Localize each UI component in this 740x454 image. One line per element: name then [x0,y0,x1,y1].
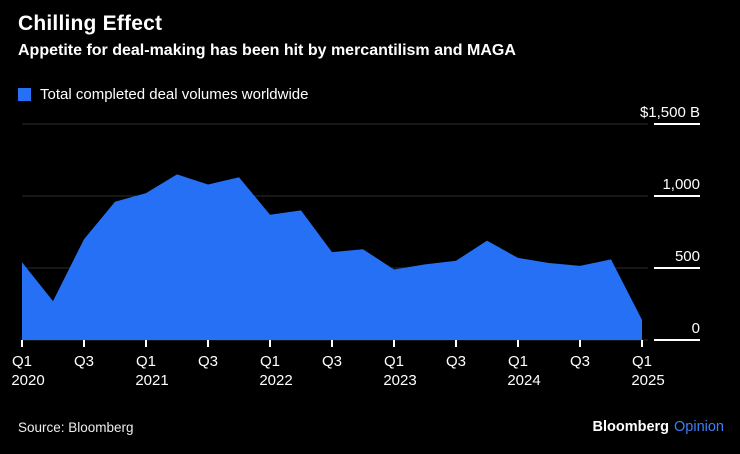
x-tick-label: Q3 [198,353,218,370]
area-series [22,174,642,340]
x-tick-label: Q3 [446,353,466,370]
chart-subtitle: Appetite for deal-making has been hit by… [18,42,516,59]
area-chart: $1,500 B 1,000 500 0 Q1 2020 Q3 Q1 2021 Q3 Q1 2022 Q… [11,104,700,389]
brand-logo: Bloomberg Opinion [592,419,724,435]
legend-swatch-icon [18,88,31,101]
x-tick-label: Q3 [570,353,590,370]
x-tick-label: Q3 [322,353,342,370]
x-tick-label: Q1 [12,353,32,370]
chart-footer: Source: Bloomberg Bloomberg Opinion [0,419,740,435]
x-year-label: 2020 [11,372,44,389]
x-year-label: 2024 [507,372,540,389]
y-tick-label: 1,000 [662,176,700,193]
x-tick-label: Q1 [384,353,404,370]
x-year-label: 2023 [383,372,416,389]
x-tick-label: Q1 [136,353,156,370]
x-year-label: 2025 [631,372,664,389]
x-year-label: 2021 [135,372,168,389]
x-tick-label: Q1 [260,353,280,370]
x-tick-label: Q1 [632,353,652,370]
x-year-label: 2022 [259,372,292,389]
legend: Total completed deal volumes worldwide [18,86,308,103]
x-tick-label: Q3 [74,353,94,370]
y-tick-label: 0 [692,320,700,337]
source-note: Source: Bloomberg [18,419,134,435]
y-tick-label: $1,500 B [640,104,700,121]
y-tick-label: 500 [675,248,700,265]
legend-label: Total completed deal volumes worldwide [40,86,309,103]
chart-title: Chilling Effect [18,12,163,35]
x-tick-label: Q1 [508,353,528,370]
brand-opinion: Opinion [674,419,724,435]
brand-bloomberg: Bloomberg [592,419,670,435]
